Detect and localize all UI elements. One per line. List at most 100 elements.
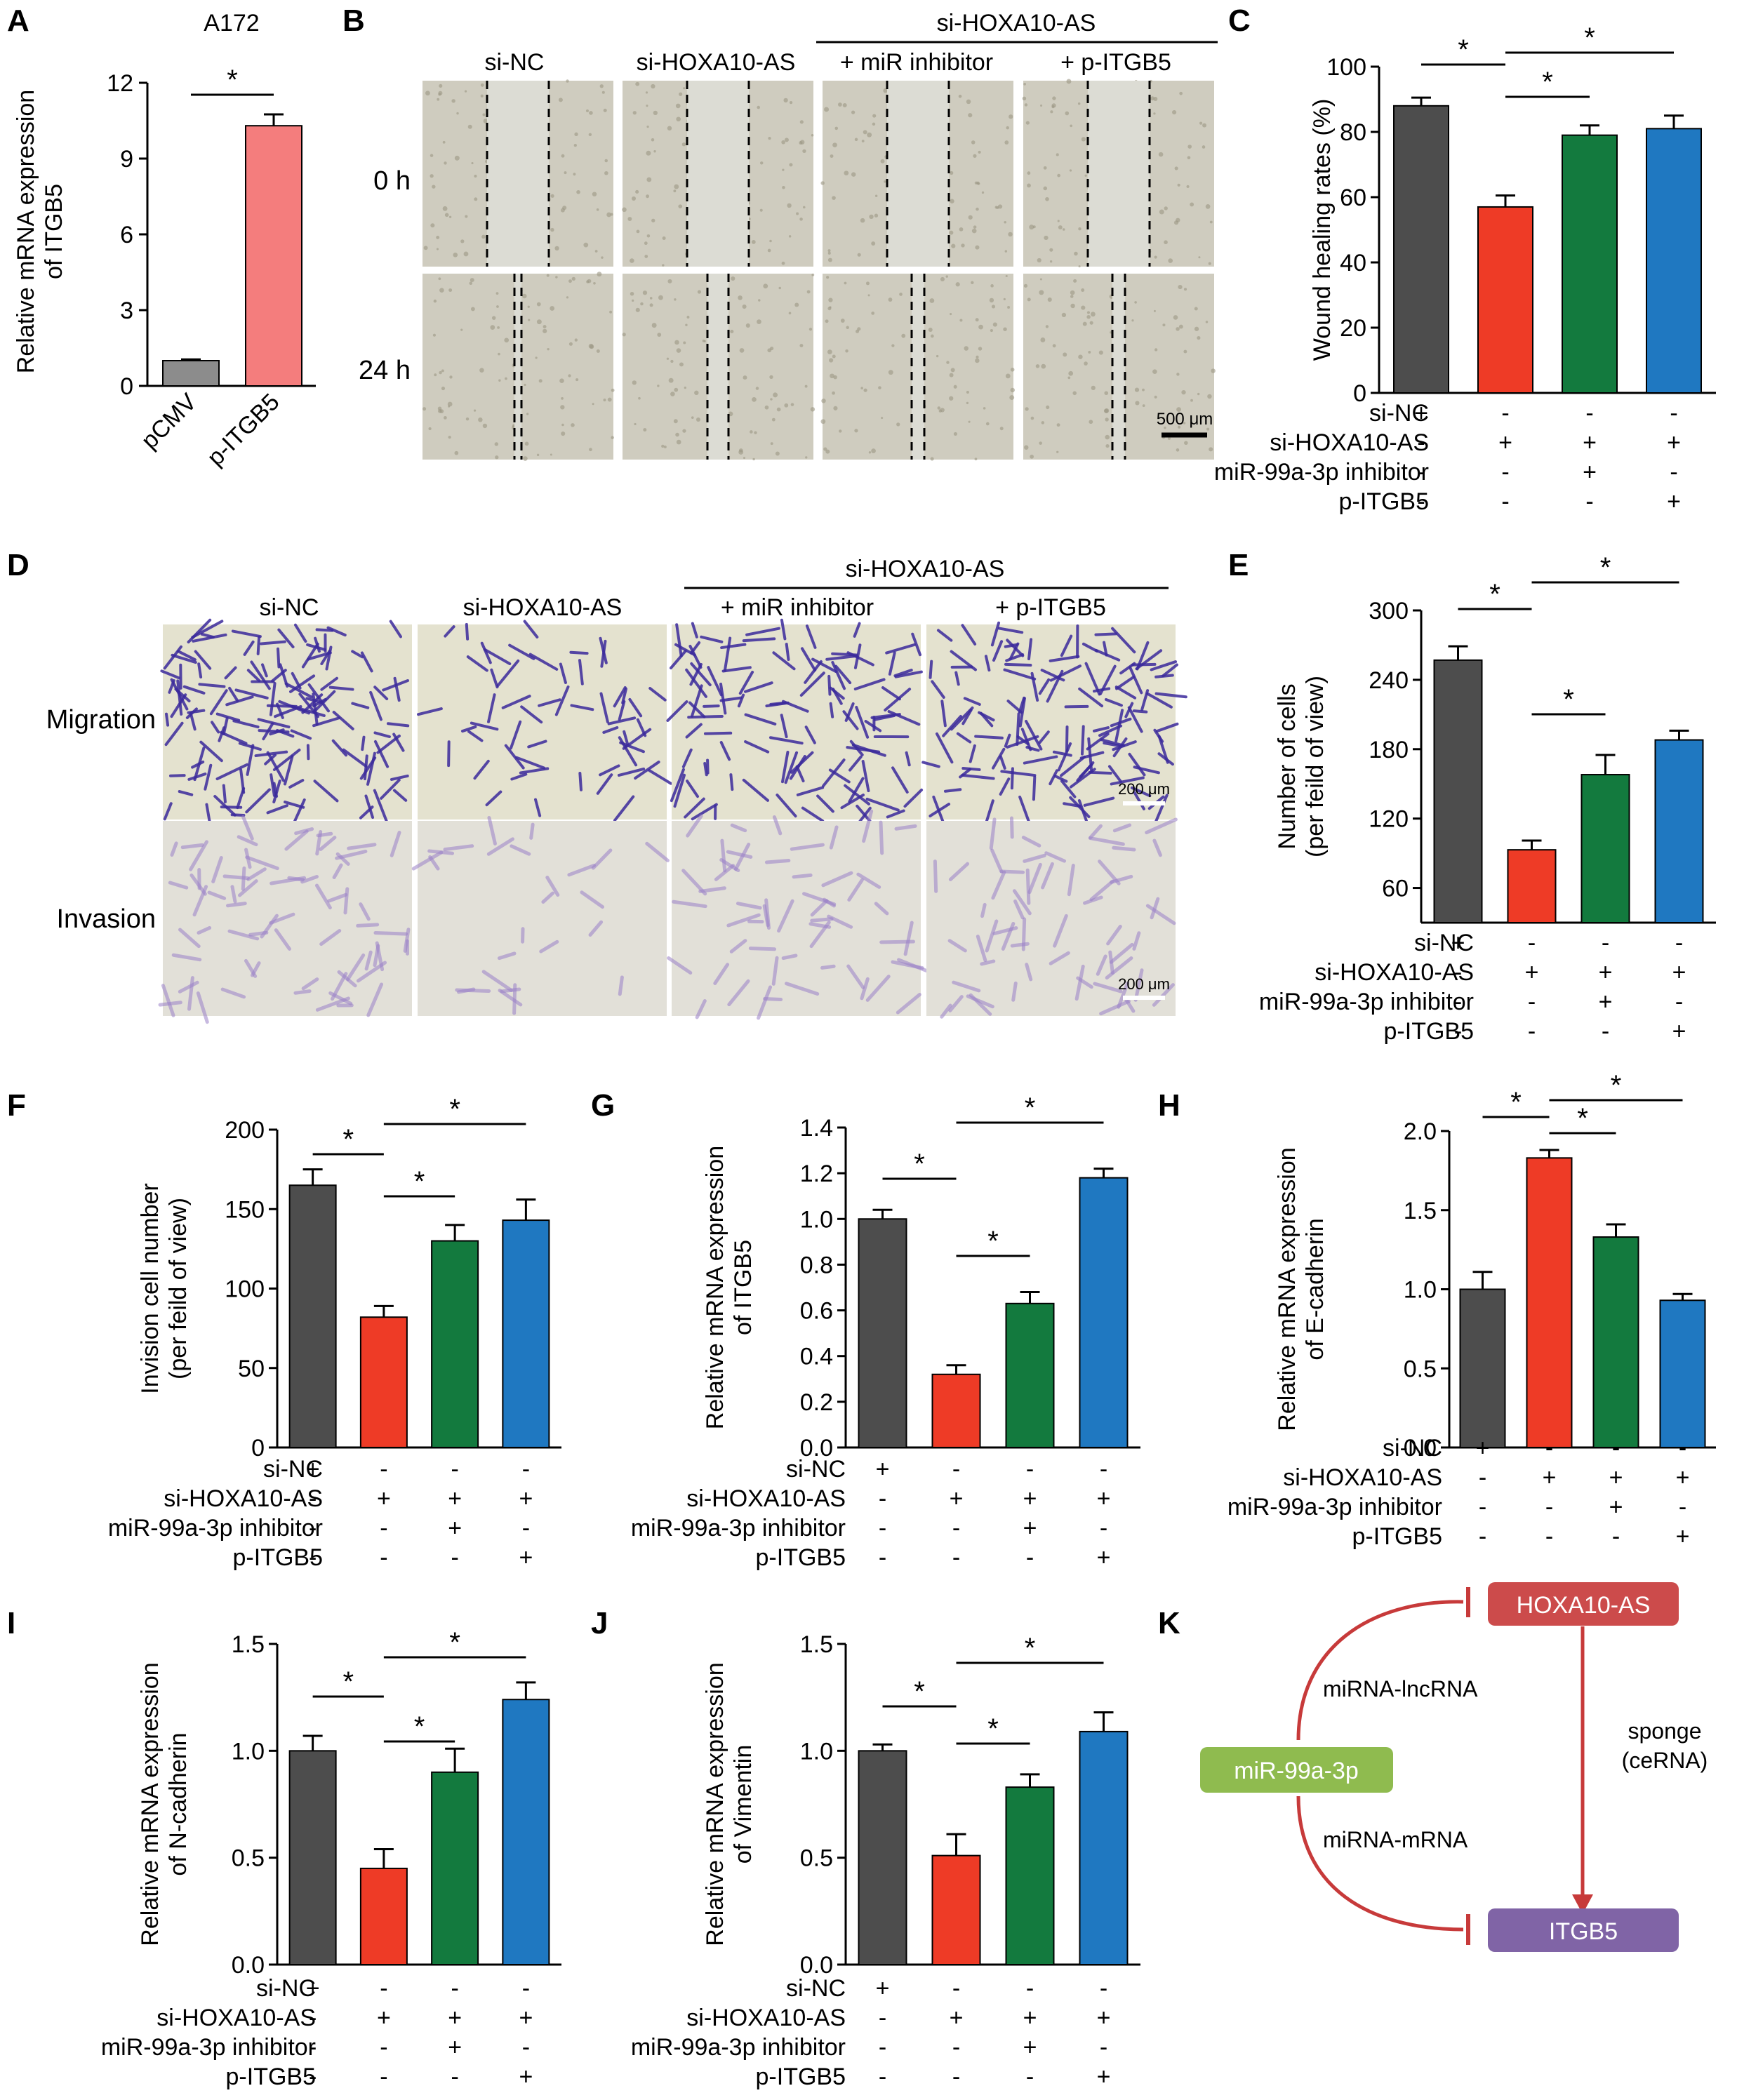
scratch-gap <box>487 81 549 267</box>
cell-speck <box>599 84 604 88</box>
cell-speck <box>844 281 847 285</box>
cell-speck <box>1084 361 1088 366</box>
cell-speck <box>1086 314 1091 319</box>
bar <box>162 360 220 387</box>
significance-star: * <box>1584 22 1595 53</box>
y-tick-label: 120 <box>1369 806 1409 833</box>
stained-cell <box>226 902 247 908</box>
cell-speck <box>1078 227 1082 231</box>
group-sign: - <box>309 1515 317 1541</box>
stained-cell <box>160 669 180 680</box>
cell-speck <box>1049 260 1053 263</box>
cell-speck <box>649 297 653 300</box>
chart-panel-e: 60 120 180 240 300 Number of cells (per feild … <box>1259 552 1716 1045</box>
cell-speck <box>430 223 435 228</box>
cell-speck <box>568 279 572 283</box>
group-sign: + <box>1476 1435 1490 1462</box>
cell-speck <box>1142 388 1145 392</box>
stained-cell <box>804 725 816 744</box>
stained-cell <box>809 921 831 949</box>
stained-cell <box>466 655 488 672</box>
cell-speck <box>586 109 589 112</box>
cell-speck <box>1164 240 1168 245</box>
y-tick-label: 0 <box>251 1435 265 1462</box>
cell-speck <box>994 206 998 209</box>
cell-speck <box>1205 204 1211 209</box>
bar <box>359 1316 408 1449</box>
cell-speck <box>432 333 437 337</box>
cell-speck <box>676 348 681 353</box>
stained-cell <box>284 682 313 699</box>
stained-cell <box>504 744 525 770</box>
stained-cell <box>510 844 531 856</box>
cell-speck <box>978 324 983 330</box>
stained-cell <box>519 767 550 775</box>
stained-cell <box>293 623 307 643</box>
stained-cell <box>1128 752 1146 777</box>
group-sign: + <box>1451 930 1465 956</box>
cell-speck <box>644 255 648 258</box>
cell-speck <box>653 150 656 153</box>
stained-cell <box>1083 796 1115 807</box>
cell-speck <box>1202 123 1206 128</box>
panel-k-diagram: HOXA10-AS miR-99a-3p ITGB5 miRNA-lncRNA … <box>1200 1582 1708 1952</box>
cell-speck <box>1039 290 1044 295</box>
cell-speck <box>964 346 969 351</box>
stained-cell <box>737 693 745 708</box>
y-tick-label: 240 <box>1369 667 1409 694</box>
stained-cell <box>675 623 683 657</box>
bar <box>931 1854 981 1966</box>
cell-speck <box>583 242 589 248</box>
stained-cell <box>1117 981 1130 1009</box>
stained-cell <box>865 797 900 812</box>
stained-cell <box>1100 738 1126 747</box>
stained-cell <box>289 674 316 693</box>
cell-speck <box>649 303 653 307</box>
stained-cell <box>707 666 723 697</box>
cell-speck <box>1176 407 1181 413</box>
cell-speck <box>1070 295 1074 298</box>
stained-cell <box>165 712 170 727</box>
group-sign: + <box>1672 1018 1686 1045</box>
stained-cell <box>1025 746 1040 752</box>
panel-letters: A B C D E F G H I J K <box>7 4 1251 1640</box>
stained-cell <box>698 886 726 893</box>
chart-panel-h: 0.0 0.5 1.0 1.5 2.0 Relative mRNA expression o… <box>1227 1070 1716 1550</box>
cell-speck <box>1056 153 1059 156</box>
y-tick-label: 60 <box>1382 876 1409 902</box>
stained-cell <box>1129 666 1143 695</box>
y-tick-label: 1.0 <box>1404 1277 1437 1304</box>
group-sign: - <box>952 1456 960 1483</box>
stained-cell <box>727 979 750 1007</box>
cell-speck <box>571 423 575 427</box>
stained-cell <box>999 755 1006 770</box>
stained-cell <box>327 892 348 903</box>
stained-cell <box>315 830 323 856</box>
cell-speck <box>1003 297 1006 301</box>
group-sign: - <box>1479 1523 1486 1550</box>
group-row-label: si-HOXA10-AS <box>157 2005 316 2031</box>
panel-b-scratch-images: si-NC si-HOXA10-AS + miR inhibitor + p-I… <box>359 10 1218 461</box>
cell-speck <box>610 213 613 216</box>
bar <box>502 1699 550 1966</box>
group-sign: - <box>1479 1494 1486 1520</box>
stained-cell <box>1049 664 1082 682</box>
stained-cell <box>529 822 535 840</box>
stained-cell <box>796 786 825 796</box>
stained-cell <box>269 912 295 925</box>
cell-speck <box>1081 137 1086 142</box>
cell-speck <box>945 275 948 278</box>
stained-cell <box>726 850 753 859</box>
cell-speck <box>823 447 827 451</box>
cell-speck <box>588 343 594 349</box>
cell-speck <box>1198 256 1201 259</box>
cell-speck <box>571 276 575 281</box>
cell-speck <box>867 132 872 138</box>
stained-cell <box>487 693 496 723</box>
cell-speck <box>597 272 602 277</box>
stained-cell <box>1152 838 1162 857</box>
cell-speck <box>789 163 793 167</box>
cell-speck <box>776 407 781 412</box>
stained-cell <box>243 640 255 656</box>
group-row-label: si-HOXA10-AS <box>164 1485 323 1512</box>
